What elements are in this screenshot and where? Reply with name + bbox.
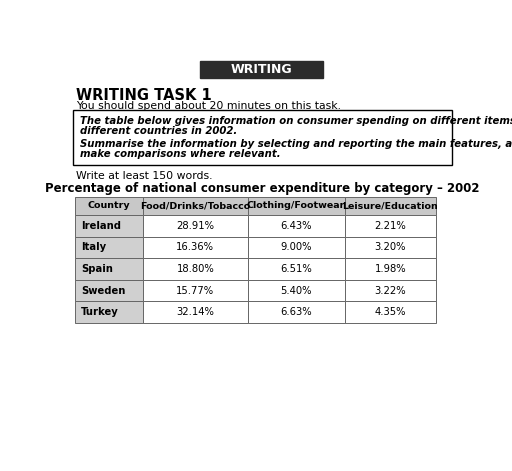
FancyBboxPatch shape — [75, 258, 143, 280]
Text: 3.20%: 3.20% — [374, 243, 406, 252]
Text: Clothing/Footwear: Clothing/Footwear — [247, 202, 345, 211]
Text: Leisure/Education: Leisure/Education — [343, 202, 438, 211]
Text: make comparisons where relevant.: make comparisons where relevant. — [79, 149, 280, 159]
FancyBboxPatch shape — [73, 110, 452, 165]
Text: Sweden: Sweden — [81, 285, 125, 296]
FancyBboxPatch shape — [248, 258, 345, 280]
Text: Italy: Italy — [81, 243, 106, 252]
FancyBboxPatch shape — [200, 61, 323, 78]
FancyBboxPatch shape — [248, 280, 345, 301]
Text: Food/Drinks/Tobacco: Food/Drinks/Tobacco — [140, 202, 250, 211]
Text: Percentage of national consumer expenditure by category – 2002: Percentage of national consumer expendit… — [45, 182, 480, 195]
Text: Turkey: Turkey — [81, 307, 119, 317]
Text: 9.00%: 9.00% — [281, 243, 312, 252]
Text: 6.63%: 6.63% — [280, 307, 312, 317]
FancyBboxPatch shape — [248, 197, 345, 215]
Text: 6.51%: 6.51% — [280, 264, 312, 274]
FancyBboxPatch shape — [75, 215, 143, 237]
FancyBboxPatch shape — [143, 301, 248, 323]
Text: Country: Country — [88, 202, 130, 211]
Text: 6.43%: 6.43% — [281, 221, 312, 231]
FancyBboxPatch shape — [143, 197, 248, 215]
Text: Spain: Spain — [81, 264, 113, 274]
Text: 5.40%: 5.40% — [281, 285, 312, 296]
Text: Ireland: Ireland — [81, 221, 121, 231]
FancyBboxPatch shape — [345, 197, 436, 215]
Text: 3.22%: 3.22% — [374, 285, 406, 296]
FancyBboxPatch shape — [75, 197, 143, 215]
FancyBboxPatch shape — [143, 258, 248, 280]
FancyBboxPatch shape — [143, 237, 248, 258]
Text: The table below gives information on consumer spending on different items in fiv: The table below gives information on con… — [79, 116, 512, 126]
Text: You should spend about 20 minutes on this task.: You should spend about 20 minutes on thi… — [76, 101, 342, 111]
Text: different countries in 2002.: different countries in 2002. — [79, 126, 237, 136]
Text: WRITING TASK 1: WRITING TASK 1 — [76, 88, 212, 103]
FancyBboxPatch shape — [345, 280, 436, 301]
FancyBboxPatch shape — [75, 280, 143, 301]
FancyBboxPatch shape — [75, 301, 143, 323]
FancyBboxPatch shape — [248, 237, 345, 258]
FancyBboxPatch shape — [345, 215, 436, 237]
Text: 18.80%: 18.80% — [177, 264, 214, 274]
Text: 4.35%: 4.35% — [374, 307, 406, 317]
FancyBboxPatch shape — [75, 237, 143, 258]
Text: 1.98%: 1.98% — [374, 264, 406, 274]
FancyBboxPatch shape — [143, 280, 248, 301]
FancyBboxPatch shape — [345, 301, 436, 323]
Text: 2.21%: 2.21% — [374, 221, 406, 231]
Text: Summarise the information by selecting and reporting the main features, and: Summarise the information by selecting a… — [79, 139, 512, 149]
FancyBboxPatch shape — [248, 301, 345, 323]
Text: 32.14%: 32.14% — [177, 307, 215, 317]
FancyBboxPatch shape — [345, 237, 436, 258]
Text: 16.36%: 16.36% — [176, 243, 215, 252]
FancyBboxPatch shape — [345, 258, 436, 280]
Text: WRITING: WRITING — [231, 63, 292, 76]
FancyBboxPatch shape — [248, 215, 345, 237]
FancyBboxPatch shape — [143, 215, 248, 237]
Text: Write at least 150 words.: Write at least 150 words. — [76, 171, 213, 181]
Text: 28.91%: 28.91% — [176, 221, 215, 231]
Text: 15.77%: 15.77% — [176, 285, 215, 296]
